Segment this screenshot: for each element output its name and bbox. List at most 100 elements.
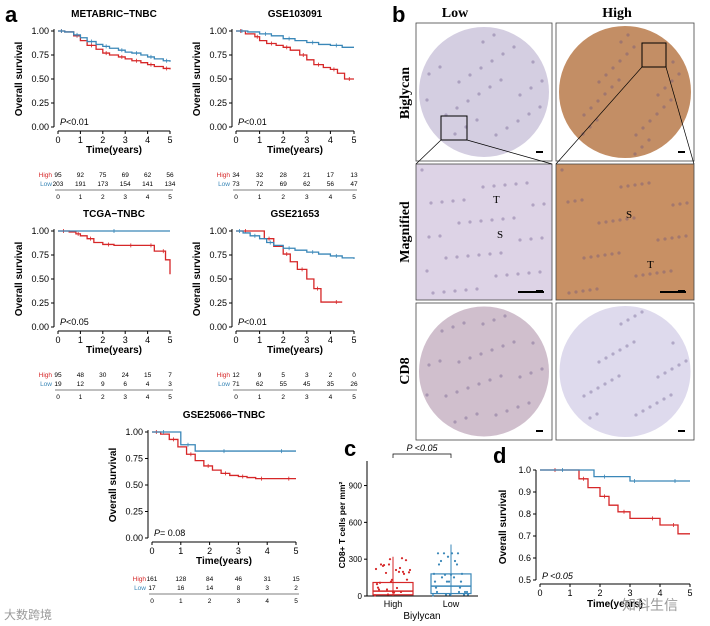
tissue-nucleus — [455, 390, 459, 394]
tissue-nucleus — [501, 52, 505, 56]
jitter-point — [385, 588, 389, 591]
tissue-nucleus — [595, 412, 599, 416]
y-tick-label: 0.7 — [518, 531, 531, 541]
x-tick-label: Low — [443, 599, 460, 609]
tissue-nucleus — [490, 348, 494, 352]
tissue-nucleus — [540, 236, 544, 240]
risk-label-low: Low — [40, 181, 52, 188]
km-curve-high — [58, 230, 171, 275]
tissue-nucleus — [617, 374, 621, 378]
x-tick-label: 0 — [55, 135, 60, 145]
tissue-nucleus — [453, 289, 457, 293]
risk-cell-high: 95 — [54, 172, 62, 179]
y-tick-label: 0.50 — [31, 74, 49, 84]
zoom-line — [555, 66, 643, 165]
x-axis-label: Time(years) — [86, 345, 142, 356]
risk-label-low: Low — [218, 381, 230, 388]
tissue-nucleus — [444, 394, 448, 398]
ihc-row-magnified: Magnified — [398, 201, 413, 263]
panel-label-c: c — [344, 436, 357, 461]
tissue-nucleus — [634, 413, 638, 417]
tissue-nucleus — [671, 341, 675, 345]
risk-cell-low: 35 — [327, 381, 335, 388]
y-tick-label: 0.50 — [125, 480, 143, 490]
risk-cell-high: 15 — [144, 372, 152, 379]
km-curve-high — [58, 30, 171, 70]
risk-x-label: 5 — [168, 394, 172, 401]
jitter-point — [439, 559, 443, 563]
x-tick-label: 5 — [687, 588, 692, 598]
tissue-nucleus — [662, 270, 666, 274]
p-value: P= 0.08 — [154, 528, 185, 538]
scale-bar — [536, 151, 543, 153]
tissue-nucleus — [669, 269, 673, 273]
risk-x-label: 4 — [146, 394, 150, 401]
tissue-nucleus — [540, 367, 544, 371]
y-tick-label: 0.00 — [209, 122, 227, 132]
tissue-nucleus — [618, 59, 622, 63]
x-tick-label: 3 — [627, 588, 632, 598]
y-tick-label: 0.6 — [518, 553, 531, 563]
jitter-point — [455, 563, 459, 566]
tissue-nucleus — [640, 310, 644, 314]
tissue-nucleus — [488, 85, 492, 89]
tissue-nucleus — [611, 219, 615, 223]
risk-cell-low: 3 — [168, 381, 172, 388]
risk-x-label: 4 — [146, 194, 150, 201]
risk-x-label: 0 — [56, 194, 60, 201]
scale-bar — [536, 430, 543, 432]
tissue-nucleus — [573, 199, 577, 203]
y-tick-label: 0.25 — [31, 298, 49, 308]
tissue-nucleus — [610, 378, 614, 382]
risk-cell-low: 73 — [232, 181, 240, 188]
tissue-nucleus — [512, 45, 516, 49]
tissue-nucleus — [468, 73, 472, 77]
x-tick-label: 0 — [149, 546, 154, 556]
y-axis-label: Overall survival — [192, 42, 203, 117]
km-curve-high — [236, 30, 354, 80]
ihc-col-high: High — [602, 6, 632, 21]
risk-cell-high: 3 — [305, 372, 309, 379]
tissue-nucleus — [656, 375, 660, 379]
y-tick-label: 0.25 — [31, 98, 49, 108]
panel-label-b: b — [392, 2, 406, 27]
tissue-nucleus — [481, 322, 485, 326]
y-tick-label: 300 — [349, 555, 363, 564]
tissue-nucleus — [440, 200, 444, 204]
label-tumor: T — [647, 259, 654, 271]
tissue-nucleus — [531, 60, 535, 64]
zoom-line — [665, 66, 695, 165]
risk-cell-high: 30 — [99, 372, 107, 379]
tissue-nucleus — [580, 198, 584, 202]
risk-cell-low: 141 — [142, 181, 153, 188]
risk-cell-low: 203 — [53, 181, 64, 188]
tissue-nucleus — [655, 401, 659, 405]
risk-label-low: Low — [40, 381, 52, 388]
tissue-nucleus — [656, 238, 660, 242]
tissue-nucleus — [477, 92, 481, 96]
jitter-point — [399, 590, 403, 594]
tissue-nucleus — [597, 221, 601, 225]
tissue-nucleus — [518, 93, 522, 97]
risk-x-label: 4 — [265, 598, 269, 605]
tissue-nucleus — [618, 218, 622, 222]
tissue-nucleus — [640, 145, 644, 149]
tissue-nucleus — [540, 79, 544, 83]
y-tick-label: 0.75 — [125, 454, 143, 464]
tissue-nucleus — [655, 112, 659, 116]
tissue-nucleus — [648, 272, 652, 276]
tissue-nucleus — [618, 348, 622, 352]
tissue-nucleus — [503, 183, 507, 187]
risk-cell-low: 2 — [294, 585, 298, 592]
tissue-nucleus — [685, 201, 689, 205]
risk-cell-high: 34 — [232, 172, 240, 179]
jitter-point — [452, 576, 456, 579]
y-tick-label: 0.9 — [518, 487, 531, 497]
tissue-nucleus — [464, 288, 468, 292]
tissue-nucleus — [632, 340, 636, 344]
tissue-nucleus — [633, 152, 637, 156]
risk-cell-high: 0 — [352, 372, 356, 379]
tissue-nucleus — [438, 359, 442, 363]
km-curve-high — [540, 469, 690, 535]
y-tick-label: 0.5 — [518, 575, 531, 585]
